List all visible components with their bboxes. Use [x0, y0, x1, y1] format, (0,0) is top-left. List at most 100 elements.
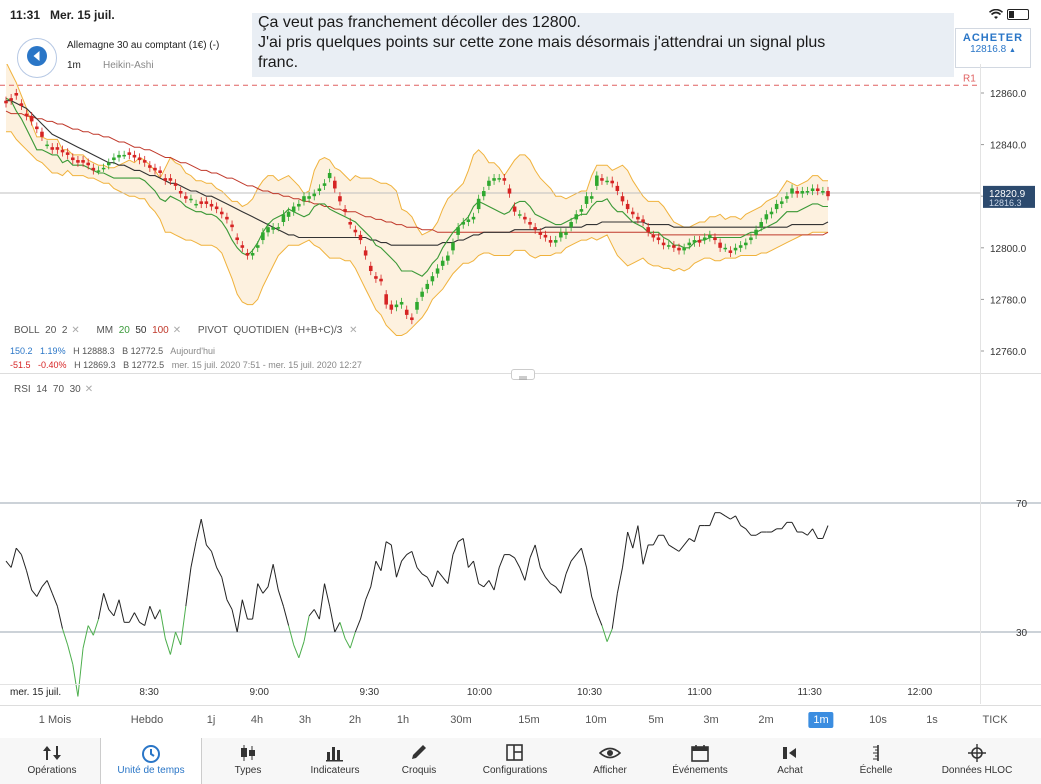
toolbar-layout[interactable]: Configurations — [465, 738, 565, 784]
candle-body — [605, 180, 609, 183]
toolbar-calendar[interactable]: Événements — [650, 738, 750, 784]
ticket-icon — [740, 744, 840, 764]
candle-body — [476, 198, 481, 210]
comment-line: J'ai pris quelques points sur cette zone… — [258, 34, 826, 51]
price-tick-label: 12840.0 — [990, 141, 1027, 152]
candle-body — [297, 203, 301, 207]
scale-icon — [826, 744, 926, 764]
toolbar-up-down-arrows[interactable]: Opérations — [2, 738, 102, 784]
toolbar-clock[interactable]: Unité de temps — [100, 738, 202, 784]
back-button[interactable] — [17, 38, 57, 78]
candle-body — [255, 245, 260, 248]
rsi-segment — [437, 570, 444, 578]
candle-body — [404, 309, 409, 315]
candle-body — [641, 219, 645, 222]
toolbar-crosshair[interactable]: Données HLOC — [927, 738, 1027, 784]
candle-body — [456, 227, 460, 235]
axis-separator — [0, 684, 1041, 685]
toolbar-label: Croquis — [401, 765, 437, 776]
rsi-segment — [483, 580, 490, 588]
period-10s[interactable]: 10s — [869, 714, 887, 726]
rsi-segment — [87, 625, 94, 636]
candle-body — [702, 237, 707, 241]
date-label: mer. 15 juil. — [10, 687, 61, 698]
rsi-segment — [252, 583, 259, 620]
toolbar-eye[interactable]: Afficher — [560, 738, 660, 784]
buy-button[interactable]: ACHETER 12816.8 ▲ — [955, 28, 1031, 68]
today-period: Aujourd'hui — [170, 346, 215, 356]
price-chart[interactable]: R1 12860.012840.012820.012800.012780.012… — [0, 64, 1041, 704]
period-2m[interactable]: 2m — [758, 714, 774, 726]
rsi-segment — [401, 554, 408, 562]
period-2h[interactable]: 2h — [348, 714, 362, 726]
period-5m[interactable]: 5m — [648, 714, 664, 726]
remove-rsi-icon[interactable]: ✕ — [84, 384, 94, 395]
candle-body — [55, 147, 60, 150]
candle-body — [14, 93, 19, 96]
instrument-name[interactable]: Allemagne 30 au comptant (1€) (-) — [67, 40, 220, 51]
today-change: 150.2 — [10, 346, 33, 356]
candle-body — [769, 211, 774, 215]
rsi-lower: 30 — [69, 384, 81, 395]
eye-icon — [560, 744, 660, 764]
candle-body — [368, 265, 373, 272]
candle-body — [76, 160, 80, 163]
mm-label[interactable]: MM 20 50 100 — [96, 325, 168, 336]
rsi-segment — [395, 560, 403, 578]
chart-style-label: Heikin-Ashi — [103, 60, 154, 71]
rsi-segment — [416, 567, 423, 575]
remove-boll-icon[interactable]: ✕ — [71, 325, 80, 336]
period-30m[interactable]: 30m — [450, 714, 472, 726]
candle-body — [91, 167, 96, 171]
candle-body — [276, 227, 281, 229]
candle-body — [322, 183, 327, 186]
rsi-segment — [308, 609, 315, 617]
rsi-segment — [488, 580, 495, 591]
candle-body — [343, 209, 347, 212]
period-15m[interactable]: 15m — [518, 714, 540, 726]
rsi-segment — [267, 564, 274, 587]
rsi-segment — [349, 631, 356, 649]
rsi-segment — [719, 512, 726, 517]
candle-body — [492, 178, 496, 181]
candle-body — [733, 247, 738, 251]
period-3h[interactable]: 3h — [298, 714, 312, 726]
rsi-segment — [678, 544, 685, 552]
period-1m[interactable]: 1m — [808, 712, 834, 728]
remove-pivot-icon[interactable]: ✕ — [346, 325, 358, 336]
candle-body — [29, 116, 34, 122]
toolbar-bar-chart[interactable]: Indicateurs — [285, 738, 385, 784]
period-10m[interactable]: 10m — [585, 714, 607, 726]
rsi-segment — [411, 551, 418, 568]
price-tick-label: 12760.0 — [990, 347, 1027, 358]
period-tick[interactable]: TICK — [982, 714, 1008, 726]
candle-body — [548, 240, 553, 243]
period-1j[interactable]: 1j — [206, 714, 216, 726]
boll-label[interactable]: BOLL 20 2 — [14, 325, 67, 336]
buy-price-value: 12816.8 — [970, 44, 1007, 55]
candle-body — [764, 214, 769, 220]
candle-body — [281, 214, 286, 222]
rsi-label[interactable]: RSI 14 70 30 ✕ — [14, 384, 93, 395]
price-tick-label: 12800.0 — [990, 244, 1027, 255]
candle-body — [744, 242, 748, 246]
rsi-segment — [406, 550, 413, 556]
up-down-arrows-icon — [2, 744, 102, 764]
period-3m[interactable]: 3m — [703, 714, 719, 726]
mm-name: MM — [96, 325, 114, 336]
period-1s[interactable]: 1s — [926, 714, 938, 726]
candle-body — [71, 157, 75, 161]
toolbar-pencil[interactable]: Croquis — [369, 738, 469, 784]
remove-mm-icon[interactable]: ✕ — [172, 325, 182, 336]
rsi-segment — [781, 522, 788, 530]
pivot-label[interactable]: PIVOT QUOTIDIEN (H+B+C)/3 — [198, 325, 343, 336]
toolbar-label: Opérations — [27, 765, 77, 776]
toolbar-candles[interactable]: Types — [198, 738, 298, 784]
period-4h[interactable]: 4h — [250, 714, 264, 726]
period-1-mois[interactable]: 1 Mois — [38, 714, 72, 726]
toolbar-scale[interactable]: Échelle — [826, 738, 926, 784]
toolbar-ticket[interactable]: Achat — [740, 738, 840, 784]
period-1h[interactable]: 1h — [396, 714, 410, 726]
period-hebdo[interactable]: Hebdo — [130, 714, 164, 726]
panel-resize-handle[interactable] — [511, 369, 535, 380]
